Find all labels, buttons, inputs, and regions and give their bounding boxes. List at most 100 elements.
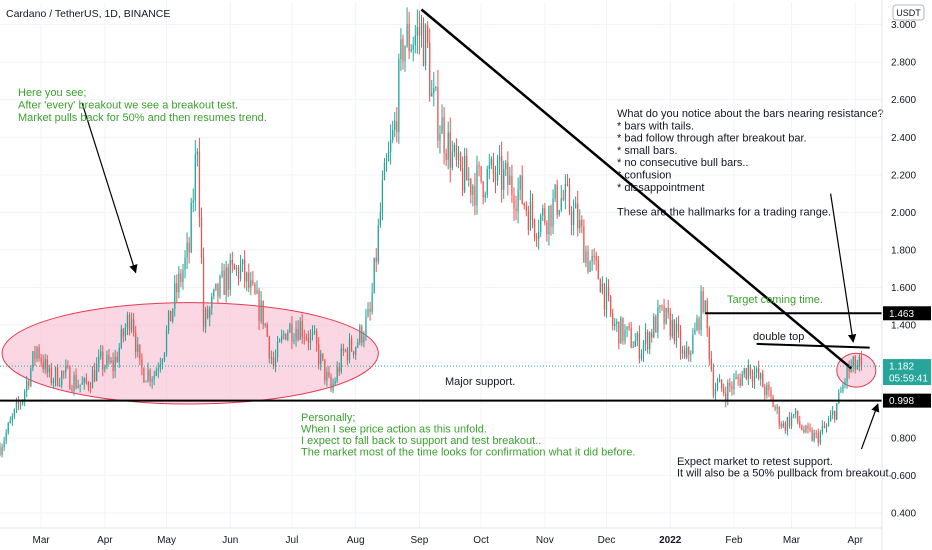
candle-body xyxy=(412,44,414,50)
candle-body xyxy=(834,411,836,420)
candle-body xyxy=(83,378,85,383)
candle-body xyxy=(209,308,211,318)
candle-body xyxy=(616,321,618,324)
candle-body xyxy=(636,333,638,341)
candle-body xyxy=(538,231,540,239)
candle-body xyxy=(336,367,338,382)
x-tick-label: Mar xyxy=(33,535,51,546)
candle-body xyxy=(262,300,264,325)
candle-body xyxy=(426,25,429,43)
candle-body xyxy=(297,329,299,340)
resistance-note-line xyxy=(617,194,620,206)
candle-body xyxy=(546,222,548,235)
candle-body xyxy=(7,423,9,433)
candle-body xyxy=(472,185,474,195)
target-note: Target coming time. xyxy=(727,294,823,306)
countdown-label: 05:59:41 xyxy=(889,374,928,385)
arrow-to-double-top xyxy=(830,193,857,343)
candle-body xyxy=(437,87,439,141)
y-tick-label: 0.800 xyxy=(891,433,916,444)
candle-body xyxy=(9,420,11,424)
candle-body xyxy=(174,283,176,310)
current-price-label: 1.182 xyxy=(889,362,914,373)
candle-body xyxy=(429,42,431,97)
candle-body xyxy=(73,375,75,391)
candle-body xyxy=(531,201,534,221)
candle-body xyxy=(780,424,782,427)
resistance-note-line: * no consecutive bull bars.. xyxy=(617,157,748,169)
candle-body xyxy=(130,319,133,331)
candle-body xyxy=(63,371,65,373)
candle-body xyxy=(307,338,310,343)
candle-body xyxy=(548,205,550,235)
candle-body xyxy=(326,371,328,381)
candle-body xyxy=(663,306,665,324)
candle-body xyxy=(649,332,651,350)
candle-body xyxy=(525,205,527,212)
candle-body xyxy=(550,205,552,227)
candle-body xyxy=(768,384,770,391)
candle-body xyxy=(65,366,67,372)
resistance-note-line: What do you notice about the bars nearin… xyxy=(617,108,884,120)
candle-body xyxy=(758,368,760,379)
candle-body xyxy=(270,357,273,359)
candle-body xyxy=(644,331,647,344)
currency-badge[interactable]: USDT xyxy=(892,4,925,21)
candle-body xyxy=(180,273,182,283)
level-label-resistance-bg xyxy=(883,306,931,321)
candle-body xyxy=(501,156,503,190)
candle-body xyxy=(764,387,766,395)
candle-body xyxy=(50,367,53,383)
candle-body xyxy=(322,353,324,360)
candle-body xyxy=(26,381,28,392)
candle-body xyxy=(400,39,402,60)
candle-body xyxy=(342,348,344,351)
candle-body xyxy=(690,353,692,355)
candle-body xyxy=(838,392,840,404)
candle-body xyxy=(313,331,316,333)
candle-body xyxy=(153,375,155,380)
candle-body xyxy=(352,351,355,355)
candle-body xyxy=(655,316,657,333)
candle-body xyxy=(365,316,367,337)
x-tick-label: Nov xyxy=(536,535,554,546)
candle-body xyxy=(363,336,365,343)
level-label-support: 0.998 xyxy=(889,396,914,407)
personal-note-line: I expect to fall back to support and tes… xyxy=(301,435,541,447)
double-top-label: double top xyxy=(753,331,804,343)
candle-body xyxy=(221,270,223,277)
candle-body xyxy=(332,383,334,390)
candle-body xyxy=(151,379,153,382)
candle-body xyxy=(21,400,24,404)
x-tick-label: Sep xyxy=(411,535,429,546)
candle-body xyxy=(254,283,256,294)
candle-body xyxy=(836,403,838,420)
candle-body xyxy=(712,369,715,396)
candle-body xyxy=(128,315,131,331)
candle-body xyxy=(827,421,830,426)
candle-body xyxy=(468,178,470,181)
candle-body xyxy=(303,337,305,339)
double-top-label-line: double top xyxy=(753,331,804,343)
candle-body xyxy=(749,364,752,377)
candle-body xyxy=(570,211,573,226)
candle-body xyxy=(496,161,499,181)
candle-body xyxy=(371,292,373,313)
level-label-support-bg xyxy=(883,393,931,408)
candle-body xyxy=(554,184,556,199)
candle-body xyxy=(204,309,207,327)
y-tick-label: 2.400 xyxy=(891,133,916,144)
candle-body xyxy=(34,351,36,359)
candle-body xyxy=(172,309,174,322)
candle-body xyxy=(149,369,151,382)
candle-body xyxy=(422,22,425,66)
candle-body xyxy=(186,242,188,258)
candle-body xyxy=(408,23,410,52)
breakout-note-line: Market pulls back for 50% and then resum… xyxy=(18,112,267,124)
candle-body xyxy=(11,416,13,421)
y-tick-label: 2.200 xyxy=(891,170,916,181)
candle-body xyxy=(527,211,530,231)
level-label-resistance: 1.463 xyxy=(889,309,914,320)
candle-body xyxy=(75,375,77,388)
